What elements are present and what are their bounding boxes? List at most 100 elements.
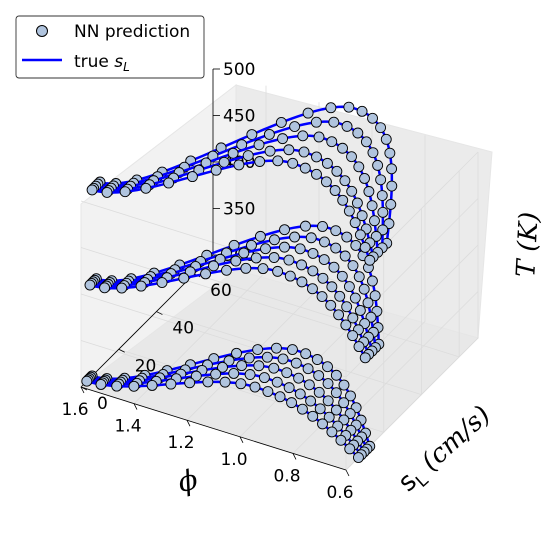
nn-prediction-point <box>305 232 317 244</box>
nn-prediction-point <box>326 426 338 438</box>
nn-prediction-point <box>101 186 113 198</box>
nn-prediction-point <box>230 255 242 267</box>
nn-prediction-point <box>296 259 307 271</box>
nn-prediction-point <box>253 139 265 151</box>
nn-prediction-point <box>272 155 284 167</box>
nn-prediction-point <box>341 120 353 132</box>
nn-prediction-point <box>351 197 363 209</box>
nn-prediction-point <box>300 348 312 360</box>
nn-prediction-point <box>254 156 266 167</box>
nn-prediction-point <box>372 159 384 171</box>
nn-prediction-point <box>338 397 350 409</box>
y-tick-mark <box>80 386 88 391</box>
nn-prediction-point <box>330 387 342 399</box>
nn-prediction-point <box>385 198 397 210</box>
nn-prediction-point <box>317 221 328 232</box>
nn-prediction-point <box>217 361 228 373</box>
nn-prediction-point <box>328 116 340 128</box>
nn-prediction-point <box>370 230 382 242</box>
nn-prediction-point <box>307 410 319 422</box>
nn-prediction-point <box>271 376 283 388</box>
nn-prediction-point <box>352 452 364 464</box>
nn-prediction-point <box>269 234 280 246</box>
nn-prediction-point <box>135 280 147 292</box>
nn-prediction-point <box>246 239 257 251</box>
nn-prediction-point <box>330 242 342 254</box>
nn-prediction-point <box>326 281 338 293</box>
axes: 0.60.81.01.21.41.60204060300350400450500 <box>61 60 353 503</box>
nn-prediction-point <box>350 239 362 251</box>
nn-prediction-point <box>320 176 332 188</box>
temperature-group-300 <box>81 342 376 464</box>
nn-prediction-point <box>116 282 128 294</box>
nn-prediction-point <box>240 262 252 274</box>
legend-box <box>15 15 205 79</box>
nn-prediction-point <box>329 185 341 196</box>
grid-line-z <box>80 244 479 378</box>
nn-prediction-point <box>313 386 325 398</box>
nn-prediction-point <box>349 292 361 304</box>
nn-prediction-point <box>334 290 346 302</box>
nn-prediction-point <box>341 301 353 313</box>
nn-prediction-point <box>233 159 245 171</box>
nn-prediction-point <box>286 397 298 409</box>
nn-prediction-point <box>289 121 301 133</box>
nn-prediction-point <box>311 151 322 163</box>
nn-prediction-point <box>344 443 356 455</box>
nn-prediction-point <box>318 254 330 266</box>
legend-label-true-main: true <box>74 52 114 72</box>
nn-prediction-point <box>84 279 96 291</box>
nn-prediction-point <box>353 341 365 353</box>
nn-prediction-point <box>186 171 198 183</box>
nn-prediction-point <box>313 370 325 381</box>
nn-prediction-point <box>377 206 389 218</box>
nn-prediction-point <box>242 150 254 162</box>
nn-prediction-point <box>140 182 152 194</box>
nn-prediction-point <box>323 411 335 423</box>
nn-prediction-point <box>119 186 131 198</box>
nn-prediction-point <box>261 351 273 363</box>
nn-prediction-point <box>367 147 379 159</box>
legend: NN prediction true sL <box>15 15 205 79</box>
nn-prediction-point <box>243 352 255 364</box>
nn-prediction-point <box>345 390 356 402</box>
nn-prediction-point <box>250 252 262 264</box>
nn-prediction-point <box>356 210 368 222</box>
nn-prediction-point <box>313 131 325 143</box>
nn-prediction-point <box>268 252 280 263</box>
y-tick-mark <box>156 311 163 315</box>
nn-prediction-point <box>366 200 378 212</box>
nn-prediction-point <box>249 381 261 393</box>
nn-prediction-point <box>290 357 302 369</box>
nn-prediction-point <box>362 297 374 309</box>
nn-prediction-point <box>330 369 342 381</box>
nn-prediction-point <box>346 185 358 197</box>
nn-prediction-point <box>346 151 357 163</box>
nn-prediction-point <box>380 133 392 145</box>
nn-prediction-point <box>238 247 250 259</box>
nn-prediction-point <box>81 375 93 387</box>
nn-prediction-point <box>274 391 286 403</box>
nn-prediction-point <box>352 127 364 139</box>
nn-prediction-point <box>336 270 348 282</box>
nn-prediction-point <box>264 145 276 157</box>
nn-prediction-point <box>272 265 284 277</box>
nn-prediction-point <box>270 342 282 354</box>
legend-label-true: true sL <box>74 52 130 74</box>
nn-prediction-point <box>343 205 355 217</box>
nn-prediction-point <box>337 142 348 154</box>
nn-prediction-point <box>293 372 305 384</box>
legend-label-true-subscript: L <box>123 60 130 74</box>
y-tick-label: 40 <box>172 319 194 339</box>
nn-prediction-point <box>200 268 212 280</box>
z-tick-label: 450 <box>223 107 255 127</box>
x-tick-label: 0.8 <box>273 466 300 486</box>
x-tick-mark <box>292 453 297 460</box>
nn-prediction-point <box>321 157 333 169</box>
nn-prediction-point <box>305 395 317 407</box>
nn-prediction-point <box>386 180 398 192</box>
nn-prediction-point <box>386 163 398 175</box>
nn-prediction-point <box>283 382 295 394</box>
x-tick-mark <box>133 403 138 410</box>
